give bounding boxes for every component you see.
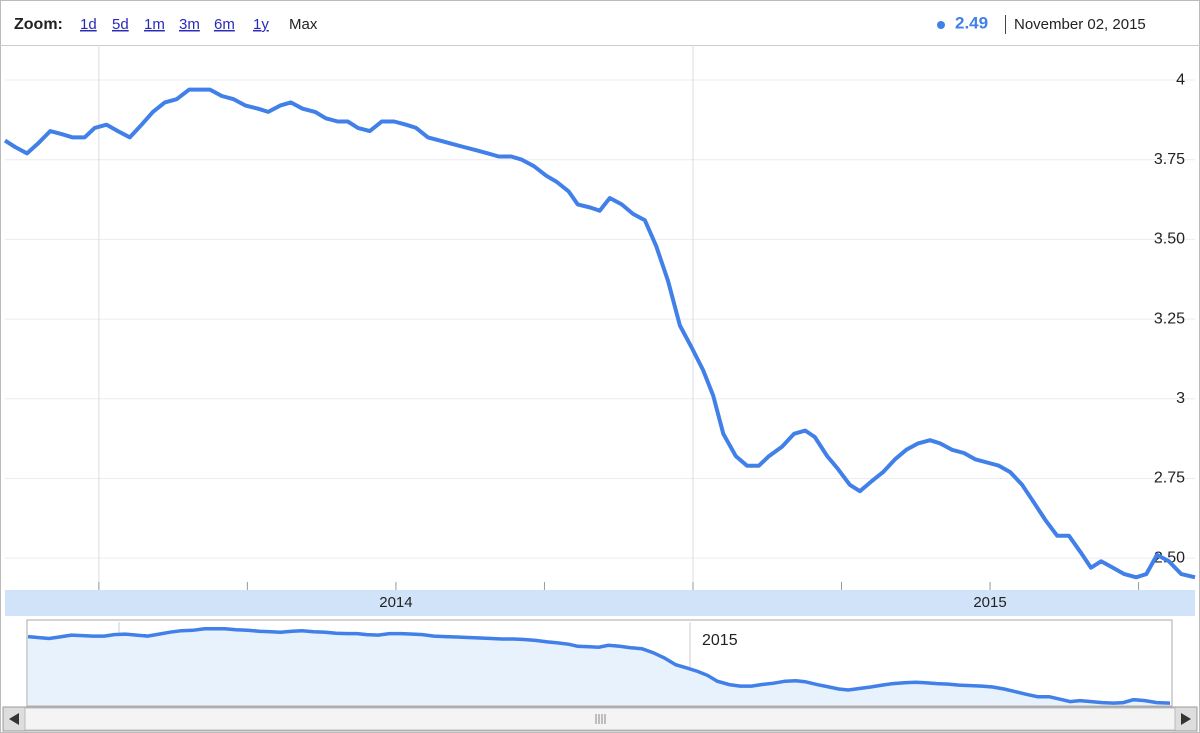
zoom-option[interactable]: 6m bbox=[214, 16, 235, 33]
current-date: November 02, 2015 bbox=[1014, 16, 1146, 33]
zoom-label: Zoom: bbox=[14, 16, 63, 33]
x-tick-label: 2014 bbox=[379, 594, 412, 611]
y-tick-label: 3.25 bbox=[1154, 310, 1185, 327]
header: Zoom: 2.49 November 02, 2015 1d 5d 1m 3m 6m 1… bbox=[14, 13, 1146, 34]
x-axis-band bbox=[5, 590, 1195, 616]
zoom-option[interactable]: Max bbox=[289, 16, 318, 33]
legend-dot bbox=[937, 21, 945, 29]
y-tick-label: 2.50 bbox=[1154, 549, 1185, 566]
zoom-option[interactable]: 1y bbox=[253, 16, 269, 33]
y-tick-label: 3.75 bbox=[1154, 151, 1185, 168]
navigator-line bbox=[27, 627, 1171, 705]
y-tick-label: 3 bbox=[1176, 390, 1185, 407]
y-tick-label: 3.50 bbox=[1154, 231, 1185, 248]
zoom-option[interactable]: 5d bbox=[112, 16, 129, 33]
y-tick-label: 4 bbox=[1176, 71, 1185, 88]
zoom-option[interactable]: 1d bbox=[80, 16, 97, 33]
zoom-option[interactable]: 1m bbox=[144, 16, 165, 33]
y-tick-label: 2.75 bbox=[1154, 470, 1185, 487]
navigator-label: 2015 bbox=[702, 632, 738, 649]
x-tick-label: 2015 bbox=[973, 594, 1006, 611]
line bbox=[3, 87, 1196, 580]
scroll-grip bbox=[595, 714, 606, 724]
scroll-thumb[interactable] bbox=[24, 707, 1176, 731]
current-value: 2.49 bbox=[955, 13, 988, 32]
scrollbar bbox=[2, 706, 1198, 732]
scroll-right-arrow bbox=[1181, 713, 1191, 725]
scroll-left-arrow bbox=[9, 713, 19, 725]
zoom-option[interactable]: 3m bbox=[179, 16, 200, 33]
